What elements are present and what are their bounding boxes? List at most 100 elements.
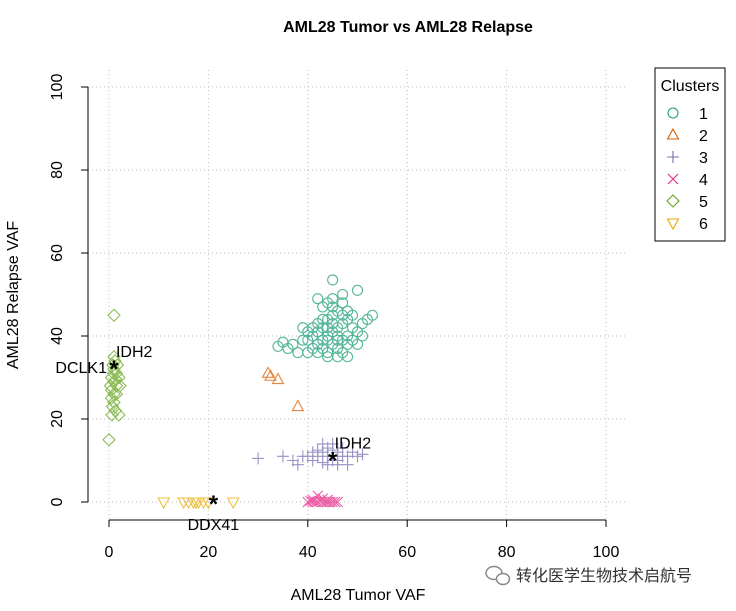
legend-label-6: 6 — [699, 216, 708, 233]
y-tick-label: 100 — [49, 74, 66, 101]
data-point — [312, 490, 324, 502]
data-point — [291, 399, 305, 412]
data-point — [346, 309, 359, 321]
gene-label: DCLK1 — [55, 360, 107, 377]
y-tick-label: 80 — [49, 161, 66, 179]
data-point — [286, 454, 299, 467]
series-5 — [102, 308, 127, 447]
legend-marker-4 — [667, 173, 679, 185]
highlight-asterisk: * — [328, 447, 338, 474]
data-point — [306, 446, 319, 459]
data-point — [297, 322, 309, 334]
series-1 — [272, 274, 378, 363]
data-point — [366, 309, 378, 321]
data-point — [311, 444, 324, 457]
gene-label: IDH2 — [116, 344, 153, 361]
data-point — [107, 395, 121, 410]
data-point — [271, 372, 285, 385]
data-point — [336, 442, 349, 455]
data-point — [109, 387, 124, 401]
legend-label-3: 3 — [699, 150, 708, 167]
y-tick-label: 40 — [49, 327, 66, 345]
data-point — [112, 408, 126, 422]
data-point — [332, 330, 344, 342]
data-point — [351, 338, 364, 350]
data-point — [356, 448, 369, 461]
data-point — [322, 322, 334, 334]
data-point — [342, 351, 354, 363]
data-point — [109, 366, 124, 381]
grid — [88, 70, 628, 520]
data-point — [107, 308, 121, 323]
x-tick-label: 40 — [299, 544, 317, 561]
data-point — [113, 379, 127, 393]
data-point — [312, 317, 324, 330]
series-2 — [261, 366, 305, 412]
legend-marker-2 — [666, 127, 680, 140]
legend-label-1: 1 — [699, 106, 708, 123]
data-point — [272, 340, 284, 352]
data-point — [326, 437, 339, 450]
data-point — [106, 358, 120, 372]
watermark-text: 转化医学生物技术启航号 — [516, 567, 692, 585]
data-point — [322, 496, 334, 508]
y-axis-label: AML28 Relapse VAF — [5, 221, 22, 369]
data-point — [302, 334, 314, 346]
series-4 — [302, 490, 344, 508]
data-point — [106, 366, 121, 381]
legend-marker-1 — [667, 107, 679, 119]
data-point — [226, 497, 240, 510]
x-tick-label: 100 — [593, 544, 620, 561]
legend-marker-5 — [666, 194, 680, 208]
data-point — [322, 351, 334, 363]
series-3 — [252, 437, 369, 471]
legend-marker-6 — [666, 218, 680, 231]
series-6 — [157, 497, 240, 510]
y-tick-label: 0 — [49, 497, 66, 506]
x-tick-label: 0 — [105, 544, 114, 561]
legend-label-4: 4 — [699, 172, 708, 189]
data-point — [296, 450, 309, 463]
data-point — [297, 334, 309, 346]
legend: Clusters 1 2 3 4 5 6 — [654, 67, 726, 242]
data-point — [327, 274, 339, 286]
data-point — [102, 432, 116, 447]
y-tick-label: 60 — [49, 244, 66, 262]
data-point — [322, 494, 334, 506]
legend-marker-3 — [667, 151, 679, 163]
data-point — [316, 456, 329, 469]
watermark: 转化医学生物技术启航号 — [485, 565, 692, 586]
legend-label-5: 5 — [699, 194, 708, 211]
legend-label-2: 2 — [699, 128, 708, 145]
data-point — [312, 293, 324, 305]
x-tick-label: 20 — [200, 544, 218, 561]
x-tick-label: 60 — [398, 544, 416, 561]
data-point — [108, 354, 122, 368]
data-point — [252, 452, 265, 465]
data-point — [337, 297, 349, 309]
data-point — [351, 284, 364, 296]
data-point — [157, 497, 171, 510]
y-tick-label: 20 — [49, 410, 66, 428]
data-point — [332, 334, 344, 346]
data-point — [105, 408, 119, 422]
chart-title: AML28 Tumor vs AML28 Relapse — [283, 19, 533, 36]
data-point — [107, 387, 121, 401]
highlight-asterisk: * — [209, 491, 219, 518]
data-point — [104, 391, 119, 406]
data-point — [341, 458, 354, 471]
data-point — [307, 494, 319, 506]
x-axis-label: AML28 Tumor VAF — [291, 587, 426, 604]
data-point — [261, 366, 275, 378]
data-point — [337, 288, 349, 301]
highlight-asterisk: * — [109, 356, 119, 383]
x-tick-label: 80 — [498, 544, 516, 561]
data-point — [112, 370, 126, 385]
points — [102, 274, 378, 510]
data-point — [201, 497, 215, 510]
data-point — [332, 496, 344, 508]
data-point — [356, 330, 369, 342]
gene-label: DDX41 — [188, 517, 240, 534]
data-point — [105, 399, 120, 414]
